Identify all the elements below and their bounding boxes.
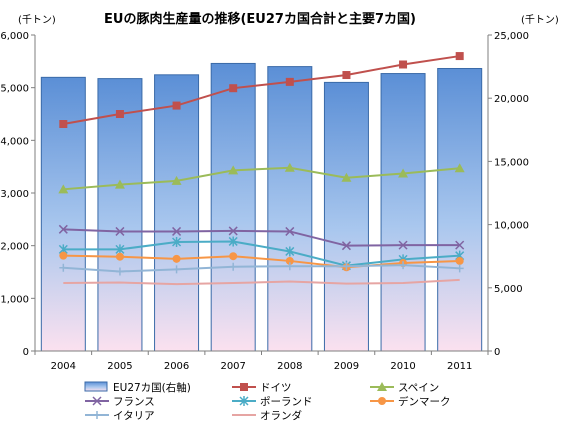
bar	[210, 62, 256, 352]
right-tick-label: 5,000	[494, 284, 523, 295]
data-point	[455, 52, 464, 61]
left-tick-label: 0	[23, 347, 29, 358]
legend-entry: EU27カ国(右軸)	[113, 381, 191, 394]
data-point	[115, 252, 124, 261]
data-point	[454, 163, 465, 173]
data-point	[59, 263, 68, 272]
series-line	[63, 55, 460, 125]
data-point	[229, 262, 238, 271]
plot-area: 0 1,000 2,000 3,000 4,000 5,000 6,000 0 5,000 10,…	[0, 31, 529, 372]
data-point	[228, 226, 238, 236]
data-point	[228, 236, 238, 247]
legend-entry: フランス	[113, 396, 155, 408]
legend-marker	[378, 397, 386, 405]
data-point	[228, 165, 239, 175]
x-tick-label: 2005	[107, 361, 132, 372]
left-tick-label: 2,000	[0, 242, 29, 253]
left-tick-label: 5,000	[0, 84, 29, 95]
right-tick-label: 15,000	[494, 157, 529, 168]
data-point	[172, 254, 181, 263]
data-point	[59, 251, 68, 260]
legend-entry: オランダ	[260, 409, 302, 422]
data-point	[285, 77, 294, 86]
legend-entry: イタリア	[113, 410, 155, 422]
data-point	[341, 241, 351, 251]
legend-marker	[240, 383, 248, 391]
data-point	[285, 246, 295, 257]
bar	[267, 66, 313, 352]
x-tick-label: 2010	[390, 361, 415, 372]
data-point	[229, 84, 238, 93]
data-point	[455, 264, 464, 273]
data-point	[58, 224, 68, 234]
series-line	[63, 254, 460, 269]
right-tick-label: 0	[494, 347, 500, 358]
series-line	[63, 240, 460, 267]
legend-entry: スペイン	[398, 382, 439, 394]
data-point	[115, 226, 125, 236]
legend-marker	[93, 411, 101, 419]
data-point	[171, 175, 182, 185]
series-line	[63, 228, 460, 247]
bar	[380, 73, 426, 352]
bar	[40, 76, 86, 352]
data-point	[58, 184, 69, 194]
data-point	[114, 179, 125, 189]
bar	[154, 74, 200, 352]
bar	[437, 67, 483, 352]
x-tick-label: 2009	[334, 361, 359, 372]
right-tick-label: 20,000	[494, 94, 529, 105]
data-point	[172, 101, 181, 110]
data-point	[284, 162, 295, 172]
legend-marker	[92, 396, 102, 406]
data-point	[285, 256, 294, 265]
x-tick-label: 2011	[447, 361, 472, 372]
legend-entry: ポーランド	[260, 396, 313, 408]
data-point	[342, 71, 351, 80]
right-tick-label: 25,000	[494, 31, 529, 42]
series-line	[63, 166, 460, 191]
series-line	[63, 264, 460, 273]
series-line	[63, 278, 460, 286]
data-point	[115, 110, 124, 118]
legend-entry: ドイツ	[260, 382, 292, 394]
data-point	[399, 261, 408, 270]
legend-entry: デンマーク	[398, 395, 451, 408]
data-point	[455, 240, 465, 250]
data-point	[342, 262, 351, 271]
left-tick-label: 6,000	[0, 31, 29, 42]
left-tick-label: 3,000	[0, 189, 29, 200]
legend-swatch	[84, 381, 108, 392]
right-axis-unit: (千トン)	[521, 14, 559, 26]
chart-title: EUの豚肉生産量の推移(EU27カ国合計と主要7カ国)	[104, 11, 416, 27]
x-tick-label: 2004	[51, 361, 76, 372]
data-point	[172, 265, 181, 274]
data-point	[285, 262, 294, 271]
left-tick-label: 4,000	[0, 136, 29, 147]
data-point	[115, 267, 124, 276]
data-point	[229, 252, 238, 261]
bar	[323, 81, 369, 352]
data-point	[341, 172, 352, 182]
data-point	[59, 120, 68, 129]
x-tick-label: 2007	[220, 361, 245, 372]
data-point	[398, 240, 408, 250]
right-tick-label: 10,000	[494, 221, 529, 232]
left-axis-unit: (千トン)	[18, 14, 56, 26]
data-point	[399, 60, 408, 69]
data-point	[398, 168, 409, 178]
legend-marker	[239, 396, 249, 406]
data-point	[172, 236, 182, 247]
data-point	[115, 244, 125, 255]
bar	[97, 78, 143, 352]
x-tick-label: 2008	[277, 361, 302, 372]
legend-marker	[377, 382, 387, 391]
left-tick-label: 1,000	[0, 294, 29, 305]
data-point	[285, 226, 295, 236]
x-tick-label: 2006	[164, 361, 189, 372]
data-point	[455, 256, 464, 265]
data-point	[172, 226, 182, 236]
